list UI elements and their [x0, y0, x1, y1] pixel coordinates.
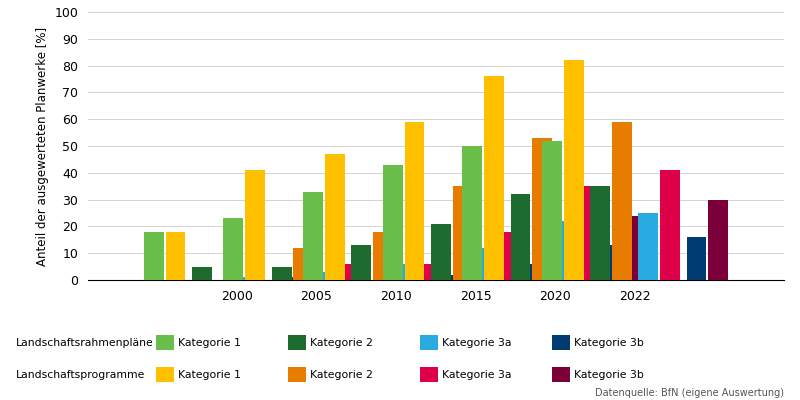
- Bar: [708, 200, 728, 280]
- Bar: [462, 146, 482, 280]
- Bar: [405, 122, 425, 280]
- Bar: [240, 277, 260, 280]
- Bar: [399, 264, 419, 280]
- Bar: [686, 237, 706, 280]
- Bar: [342, 264, 362, 280]
- Bar: [320, 272, 340, 280]
- Text: Kategorie 2: Kategorie 2: [310, 338, 374, 348]
- Bar: [581, 186, 600, 280]
- Bar: [373, 232, 393, 280]
- Bar: [192, 266, 212, 280]
- Text: Kategorie 3b: Kategorie 3b: [574, 338, 644, 348]
- Bar: [532, 138, 552, 280]
- Text: Kategorie 3b: Kategorie 3b: [574, 370, 644, 380]
- Bar: [294, 248, 314, 280]
- Bar: [421, 264, 441, 280]
- Bar: [549, 248, 569, 280]
- Bar: [223, 218, 243, 280]
- Bar: [590, 186, 610, 280]
- Bar: [431, 224, 451, 280]
- Text: Landschaftsrahmenpläne: Landschaftsrahmenpläne: [16, 338, 154, 348]
- Text: Datenquelle: BfN (eigene Auswertung): Datenquelle: BfN (eigene Auswertung): [595, 388, 784, 398]
- Bar: [453, 186, 473, 280]
- Text: Kategorie 3a: Kategorie 3a: [442, 338, 512, 348]
- Bar: [542, 141, 562, 280]
- Text: Kategorie 2: Kategorie 2: [310, 370, 374, 380]
- Bar: [510, 194, 530, 280]
- Bar: [629, 216, 649, 280]
- Bar: [325, 154, 345, 280]
- Bar: [447, 275, 467, 280]
- Text: Kategorie 3a: Kategorie 3a: [442, 370, 512, 380]
- Bar: [246, 170, 265, 280]
- Bar: [501, 232, 521, 280]
- Bar: [564, 60, 584, 280]
- Text: Kategorie 1: Kategorie 1: [178, 370, 242, 380]
- Y-axis label: Anteil der ausgewerteten Planwerke [%]: Anteil der ausgewerteten Planwerke [%]: [36, 26, 49, 266]
- Bar: [382, 165, 402, 280]
- Bar: [288, 277, 308, 280]
- Bar: [558, 221, 578, 280]
- Bar: [484, 76, 504, 280]
- Bar: [527, 264, 547, 280]
- Bar: [660, 170, 680, 280]
- Bar: [144, 232, 164, 280]
- Bar: [607, 245, 626, 280]
- Bar: [479, 248, 499, 280]
- Bar: [303, 192, 323, 280]
- Bar: [272, 266, 291, 280]
- Bar: [612, 122, 632, 280]
- Text: Landschaftsprogramme: Landschaftsprogramme: [16, 370, 146, 380]
- Text: Kategorie 1: Kategorie 1: [178, 338, 242, 348]
- Bar: [351, 245, 371, 280]
- Bar: [638, 213, 658, 280]
- Bar: [166, 232, 186, 280]
